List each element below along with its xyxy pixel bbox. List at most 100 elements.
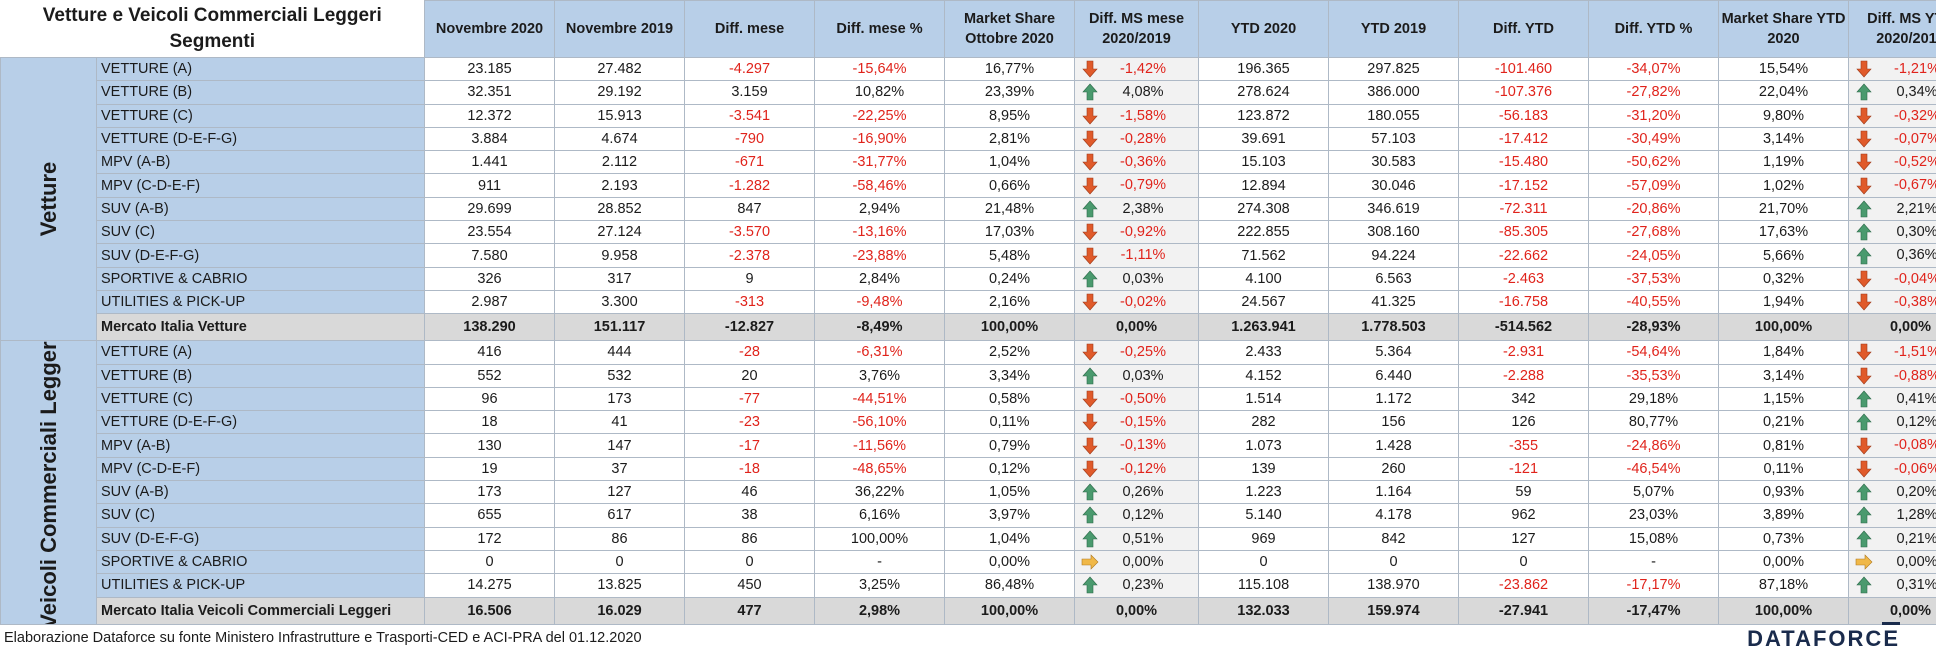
value-cell: -35,53% (1588, 363, 1719, 388)
source-note: Elaborazione Dataforce su fonte Minister… (4, 630, 642, 646)
value-cell: 1,94% (1718, 289, 1849, 315)
total-value: 0,00% (1074, 313, 1199, 342)
trend-arrow-up-icon (1850, 200, 1888, 218)
col-header: Novembre 2020 (424, 0, 555, 58)
value-cell: 3,97% (944, 503, 1075, 528)
value-cell: 0 (684, 549, 815, 575)
value-cell: -44,51% (814, 386, 945, 412)
total-value: 1.263.941 (1198, 313, 1329, 342)
trend-arrow-down-icon (1076, 130, 1114, 148)
value-cell: 3.159 (684, 80, 815, 105)
ms-diff-cell: 0,34% (1848, 80, 1936, 105)
value-cell: 0 (1198, 549, 1329, 575)
value-cell: -23.862 (1458, 573, 1589, 598)
value-cell: -17.412 (1458, 126, 1589, 152)
total-value: 0,00% (1848, 596, 1936, 625)
value-cell: 86 (554, 526, 685, 551)
ms-diff-cell: 0,41% (1848, 386, 1936, 412)
value-cell: 532 (554, 363, 685, 388)
total-value: 1.778.503 (1328, 313, 1459, 342)
trend-arrow-down-icon (1850, 437, 1888, 455)
value-cell: 847 (684, 196, 815, 222)
value-cell: 3,89% (1718, 503, 1849, 528)
ms-diff-cell: -0,25% (1074, 340, 1199, 365)
value-cell: 2.433 (1198, 340, 1329, 365)
ms-diff-cell: -0,28% (1074, 126, 1199, 152)
value-cell: 12.894 (1198, 173, 1329, 198)
value-cell: 4.178 (1328, 503, 1459, 528)
value-cell: -17,17% (1588, 573, 1719, 598)
segment-label: MPV (A-B) (96, 433, 425, 458)
ms-diff-value: -1,42% (1120, 60, 1166, 77)
value-cell: 173 (554, 386, 685, 412)
value-cell: 416 (424, 340, 555, 365)
ms-diff-value: 0,51% (1122, 530, 1164, 547)
ms-diff-cell: 0,20% (1848, 480, 1936, 505)
total-value: 16.029 (554, 596, 685, 625)
value-cell: 2,16% (944, 289, 1075, 315)
value-cell: 147 (554, 433, 685, 458)
value-cell: 196.365 (1198, 56, 1329, 82)
total-value: 159.974 (1328, 596, 1459, 625)
ms-diff-cell: -1,42% (1074, 56, 1199, 82)
ms-diff-value: 0,23% (1122, 577, 1164, 594)
ms-diff-cell: -0,15% (1074, 410, 1199, 435)
value-cell: -27,82% (1588, 80, 1719, 105)
value-cell: -17 (684, 433, 815, 458)
total-value: -17,47% (1588, 596, 1719, 625)
value-cell: -20,86% (1588, 196, 1719, 222)
ms-diff-cell: -1,11% (1074, 243, 1199, 268)
value-cell: -34,07% (1588, 56, 1719, 82)
ms-diff-value: -0,36% (1120, 154, 1166, 171)
value-cell: 32.351 (424, 80, 555, 105)
segment-label: SUV (C) (96, 220, 425, 245)
total-value: 16.506 (424, 596, 555, 625)
value-cell: 14.275 (424, 573, 555, 598)
value-cell: 1.514 (1198, 386, 1329, 412)
value-cell: -16,90% (814, 126, 945, 152)
ms-diff-value: 2,21% (1896, 200, 1936, 217)
total-value: -12.827 (684, 313, 815, 342)
value-cell: 9,80% (1718, 103, 1849, 128)
value-cell: -22.662 (1458, 243, 1589, 268)
value-cell: 1.172 (1328, 386, 1459, 412)
trend-arrow-down-icon (1850, 130, 1888, 148)
ms-diff-cell: -0,79% (1074, 173, 1199, 198)
total-value: 100,00% (1718, 596, 1849, 625)
total-value: 138.290 (424, 313, 555, 342)
value-cell: 0,00% (1718, 549, 1849, 575)
value-cell: 274.308 (1198, 196, 1329, 222)
value-cell: 15,54% (1718, 56, 1849, 82)
value-cell: 96 (424, 386, 555, 412)
value-cell: 617 (554, 503, 685, 528)
value-cell: -56.183 (1458, 103, 1589, 128)
value-cell: -31,77% (814, 150, 945, 175)
trend-arrow-up-icon (1850, 247, 1888, 264)
trend-arrow-down-icon (1850, 270, 1888, 288)
value-cell: -23 (684, 410, 815, 435)
value-cell: 444 (554, 340, 685, 365)
ms-diff-value: -0,15% (1120, 414, 1166, 431)
value-cell: 9 (684, 266, 815, 291)
value-cell: 2,94% (814, 196, 945, 222)
value-cell: 3,14% (1718, 363, 1849, 388)
value-cell: 12.372 (424, 103, 555, 128)
ms-diff-cell: 0,26% (1074, 480, 1199, 505)
value-cell: 3,76% (814, 363, 945, 388)
value-cell: 30.583 (1328, 150, 1459, 175)
ms-diff-cell: -0,38% (1848, 289, 1936, 315)
col-header: Diff. MS mese 2020/2019 (1074, 0, 1199, 58)
col-header: YTD 2020 (1198, 0, 1329, 58)
value-cell: -2.288 (1458, 363, 1589, 388)
value-cell: 0,81% (1718, 433, 1849, 458)
value-cell: 2,81% (944, 126, 1075, 152)
value-cell: 139 (1198, 456, 1329, 482)
segment-label: SPORTIVE & CABRIO (96, 266, 425, 291)
ms-diff-value: 0,21% (1896, 530, 1936, 547)
total-value: 132.033 (1198, 596, 1329, 625)
ms-diff-value: 2,38% (1122, 200, 1164, 217)
ms-diff-value: -1,11% (1120, 247, 1166, 264)
value-cell: 28.852 (554, 196, 685, 222)
ms-diff-value: -1,51% (1894, 344, 1936, 361)
value-cell: -54,64% (1588, 340, 1719, 365)
